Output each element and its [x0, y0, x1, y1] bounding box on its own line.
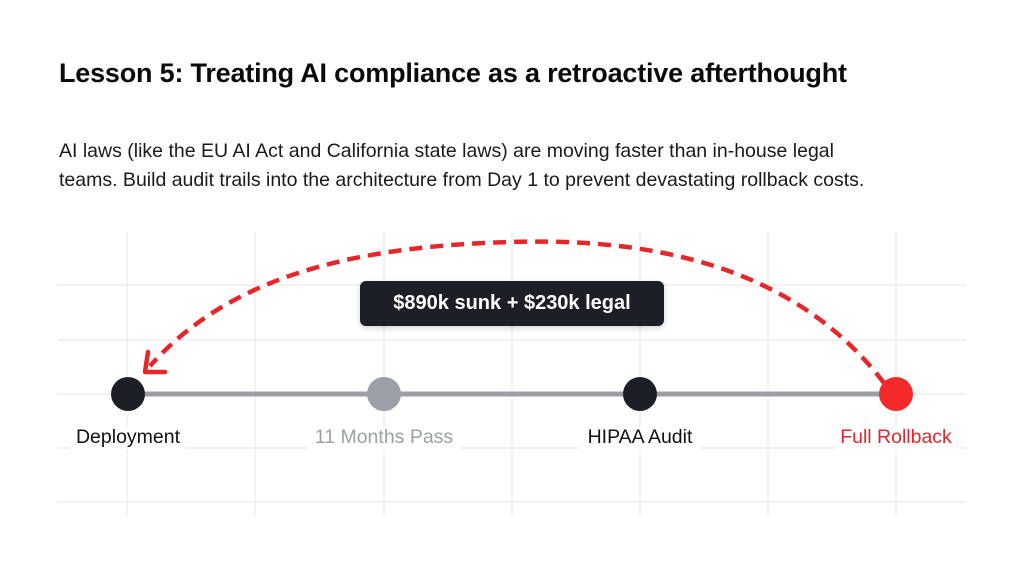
label-hipaa-audit: HIPAA Audit — [581, 426, 699, 449]
description: AI laws (like the EU AI Act and Californ… — [59, 137, 979, 195]
description-line-2: teams. Build audit trails into the archi… — [59, 169, 865, 191]
cost-callout: $890k sunk + $230k legal — [360, 281, 664, 326]
description-line-1: AI laws (like the EU AI Act and Californ… — [59, 140, 834, 162]
page-title: Lesson 5: Treating AI compliance as a re… — [59, 58, 847, 88]
label-full-rollback: Full Rollback — [834, 426, 958, 449]
node-deployment[interactable] — [111, 377, 145, 411]
arrow-head-icon — [142, 349, 168, 375]
background-grid — [57, 232, 966, 516]
rollback-arrow — [148, 239, 886, 385]
node-11-months-pass[interactable] — [367, 377, 401, 411]
label-deployment: Deployment — [69, 426, 187, 449]
node-hipaa-audit[interactable] — [623, 377, 657, 411]
node-full-rollback[interactable] — [879, 377, 913, 411]
label-11-months-pass: 11 Months Pass — [308, 426, 460, 449]
